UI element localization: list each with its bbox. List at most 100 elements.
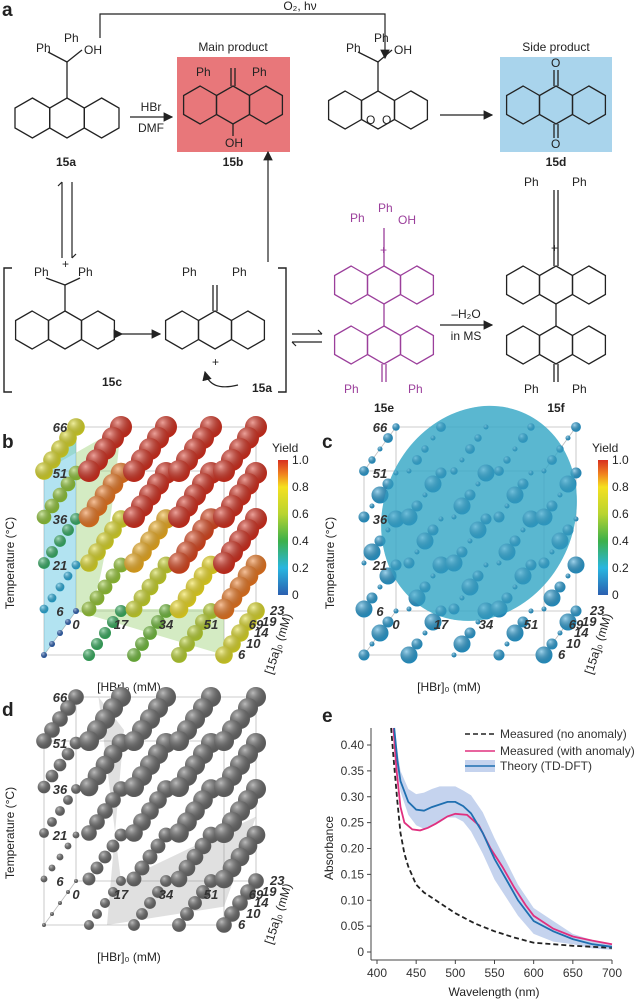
- sphere-shading: [52, 487, 68, 503]
- sphere-shading: [160, 875, 172, 887]
- sphere-shading: [168, 552, 190, 574]
- sphere-shading: [430, 573, 436, 579]
- ph-label: Ph: [34, 265, 49, 279]
- sphere-shading: [383, 433, 393, 443]
- sphere-shading: [501, 592, 513, 604]
- minus-water-label: –H₂O: [451, 307, 480, 321]
- ring: [14, 310, 50, 350]
- sphere-shading: [547, 455, 557, 465]
- sphere-shading: [62, 524, 74, 536]
- sphere-shading: [47, 593, 57, 603]
- sphere-shading: [135, 637, 149, 651]
- colorbar-tick: 1.0: [612, 453, 629, 467]
- ring: [393, 90, 429, 130]
- sphere-shading: [408, 589, 426, 607]
- nucleophilic-attack-arrow: [202, 370, 239, 388]
- sphere-shading: [78, 460, 100, 482]
- o-label: O: [551, 56, 560, 70]
- sphere-shading: [97, 803, 113, 819]
- sphere-shading: [124, 553, 144, 573]
- ring: [80, 310, 116, 350]
- compound-15c: 15c: [102, 375, 122, 389]
- y-tick-label: 0.05: [341, 919, 365, 933]
- sphere-shading: [512, 446, 518, 452]
- temperature-tick: 51: [373, 466, 387, 481]
- x-tick-label: 400: [367, 966, 387, 980]
- sphere-shading: [522, 510, 540, 528]
- sphere-shading: [546, 638, 558, 650]
- sphere-shading: [549, 549, 555, 555]
- sphere-shading: [557, 630, 563, 636]
- ring: [49, 97, 85, 139]
- temperature-tick: 6: [376, 604, 384, 619]
- depth-tick: 23: [589, 603, 605, 618]
- colorbar: [278, 460, 288, 595]
- colorbar-tick: 0.8: [292, 480, 309, 494]
- sphere-shading: [195, 614, 211, 630]
- sphere-shading: [180, 907, 194, 921]
- sphere-shading: [363, 543, 381, 561]
- sphere-shading: [451, 514, 457, 520]
- oh-label: OH: [225, 136, 243, 150]
- sphere-shading: [127, 648, 141, 662]
- compound-15a: 15a: [56, 155, 76, 169]
- temperature-axis-title: Temperature (°C): [3, 517, 17, 609]
- bond: [45, 277, 66, 286]
- ring: [399, 325, 435, 365]
- sphere-shading: [79, 731, 99, 751]
- y-tick-label: 0: [357, 945, 364, 959]
- colorbar-title: Yield: [272, 441, 298, 455]
- in-ms-label: in MS: [451, 329, 482, 343]
- cation-resonance: [164, 310, 266, 350]
- colorbar-tick: 0.2: [612, 561, 629, 575]
- y-axis-title: Absorbance: [322, 816, 336, 880]
- sphere-shading: [465, 444, 475, 454]
- sphere-shading: [570, 605, 582, 617]
- cation-plus: +: [551, 241, 558, 255]
- sphere-shading: [359, 466, 369, 476]
- anomaly-region-ellipsoid-front: [381, 405, 577, 621]
- sphere-shading: [73, 608, 79, 614]
- sphere-shading: [60, 476, 76, 492]
- sphere-shading: [559, 613, 577, 631]
- hbr-axis-title: [HBr]₀ (mM): [97, 950, 161, 964]
- sphere-shading: [172, 918, 186, 932]
- sphere-shading: [436, 422, 446, 432]
- ph-label: Ph: [408, 382, 423, 396]
- anthracene-15a: [14, 97, 120, 139]
- sphere-shading: [541, 606, 547, 612]
- sphere-shading: [565, 573, 571, 579]
- sphere-shading: [54, 535, 66, 547]
- ring: [333, 325, 369, 365]
- sphere-shading: [61, 747, 75, 761]
- colorbar-tick: 0.6: [612, 507, 629, 521]
- temperature-tick: 36: [373, 512, 388, 527]
- sphere-shading: [475, 481, 481, 487]
- colorbar-tick: 0: [612, 588, 619, 602]
- temperature-tick: 66: [53, 690, 68, 705]
- sphere-shading: [493, 649, 505, 661]
- depth-tick: 23: [269, 603, 285, 618]
- ring: [538, 265, 574, 305]
- dimer-15e-top: [333, 265, 435, 305]
- legend-with-anomaly: Measured (with anomaly): [500, 744, 635, 758]
- panel-label-d: d: [2, 700, 14, 721]
- sphere-shading: [512, 584, 518, 590]
- sphere-shading: [232, 895, 248, 911]
- sphere-shading: [213, 598, 235, 620]
- sphere-shading: [498, 543, 516, 561]
- sphere-shading: [453, 635, 471, 653]
- sphere-shading: [116, 876, 126, 886]
- sphere-shading: [213, 460, 235, 482]
- sphere-shading: [169, 731, 189, 751]
- x-tick-label: 650: [563, 966, 583, 980]
- sphere-shading: [92, 909, 102, 919]
- ring: [505, 265, 541, 305]
- sphere-shading: [520, 527, 526, 533]
- hbr-tick: 51: [204, 617, 218, 632]
- temperature-tick: 21: [52, 558, 67, 573]
- temperature-tick: 6: [56, 874, 64, 889]
- sphere-shading: [142, 849, 158, 865]
